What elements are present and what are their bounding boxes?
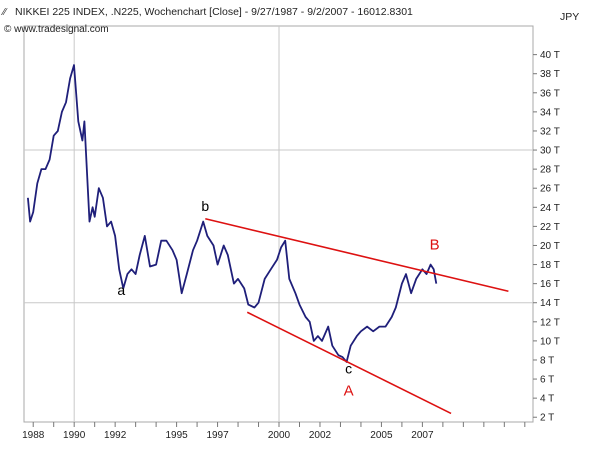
y-tick-label: 22 T	[540, 222, 560, 233]
y-tick-label: 4 T	[540, 394, 554, 405]
x-tick-label: 1997	[206, 430, 229, 441]
y-tick-label: 14 T	[540, 298, 560, 309]
grid	[24, 26, 533, 422]
wave-label: c	[345, 360, 352, 376]
y-tick-label: 36 T	[540, 88, 560, 99]
y-tick-label: 38 T	[540, 69, 560, 80]
y-tick-label: 26 T	[540, 184, 560, 195]
y-tick-label: 16 T	[540, 279, 560, 290]
y-tick-label: 34 T	[540, 107, 560, 118]
currency-label: JPY	[560, 11, 579, 23]
wave-label: a	[117, 282, 125, 298]
x-tick-label: 1988	[22, 430, 45, 441]
y-tick-label: 28 T	[540, 165, 560, 176]
line-chart-icon: ⁄∕	[0, 7, 8, 18]
x-tick-label: 2002	[309, 430, 332, 441]
y-tick-label: 32 T	[540, 126, 560, 137]
x-tick-label: 1992	[104, 430, 127, 441]
plot-frame	[23, 25, 534, 423]
y-tick-label: 30 T	[540, 146, 560, 157]
chart-title: NIKKEI 225 INDEX, .N225, Wochenchart [Cl…	[15, 6, 413, 18]
trend-lines	[205, 217, 509, 415]
y-tick-label: 18 T	[540, 260, 560, 271]
wave-label: B	[430, 236, 440, 253]
y-tick-label: 12 T	[540, 317, 560, 328]
y-tick-label: 20 T	[540, 241, 560, 252]
x-tick-label: 2007	[411, 430, 434, 441]
y-axis: 2 T 4 T 6 T 8 T 10 T 12 T 14 T 16 T 18 T 20 T 22 T…	[533, 50, 560, 424]
header: ⁄∕ NIKKEI 225 INDEX, .N225, Wochenchart …	[0, 6, 579, 35]
x-tick-label: 2005	[370, 430, 393, 441]
wave-labels: a b cA B	[117, 198, 439, 399]
x-tick-label: 2000	[268, 430, 291, 441]
y-tick-label: 24 T	[540, 203, 560, 214]
y-tick-label: 10 T	[540, 336, 560, 347]
wave-label: A	[344, 382, 354, 399]
x-tick-label: 1995	[165, 430, 188, 441]
y-tick-label: 6 T	[540, 375, 554, 386]
y-tick-label: 2 T	[540, 413, 554, 424]
y-tick-label: 40 T	[540, 50, 560, 61]
trend-line	[246, 311, 452, 415]
x-tick-label: 1990	[63, 430, 86, 441]
series-line	[27, 64, 438, 363]
x-axis: 1988 1990 1992 1995 1997 2000 2002 2005 2007	[22, 422, 526, 441]
wave-label: b	[201, 198, 209, 214]
trend-line	[205, 217, 509, 293]
y-tick-label: 8 T	[540, 355, 554, 366]
source-credit: © www.tradesignal.com	[4, 24, 109, 35]
